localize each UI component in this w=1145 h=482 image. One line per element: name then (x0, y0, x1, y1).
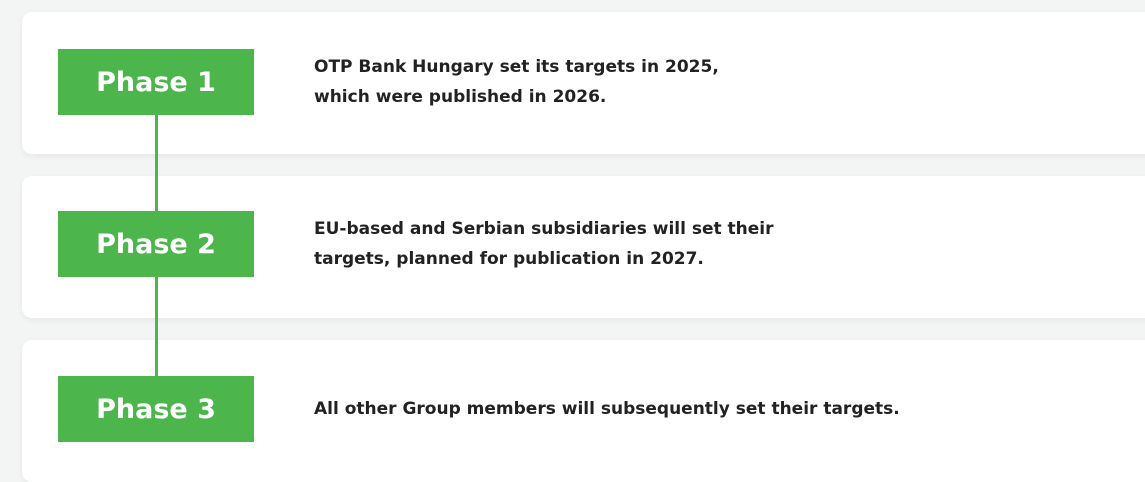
description-line: targets, planned for publication in 2027… (314, 249, 704, 269)
description-line: OTP Bank Hungary set its targets in 2025… (314, 57, 719, 77)
connector-line (155, 115, 158, 211)
description-line: which were published in 2026. (314, 87, 607, 107)
description-line: EU-based and Serbian subsidiaries will s… (314, 219, 774, 239)
phase-description: EU-based and Serbian subsidiaries will s… (314, 214, 774, 274)
phase-badge: Phase 2 (58, 211, 254, 277)
phase-description: All other Group members will subsequentl… (314, 394, 900, 424)
phase-description: OTP Bank Hungary set its targets in 2025… (314, 52, 719, 112)
connector-line (155, 277, 158, 376)
phase-badge: Phase 3 (58, 376, 254, 442)
description-line: All other Group members will subsequentl… (314, 399, 900, 419)
phase-badge: Phase 1 (58, 49, 254, 115)
